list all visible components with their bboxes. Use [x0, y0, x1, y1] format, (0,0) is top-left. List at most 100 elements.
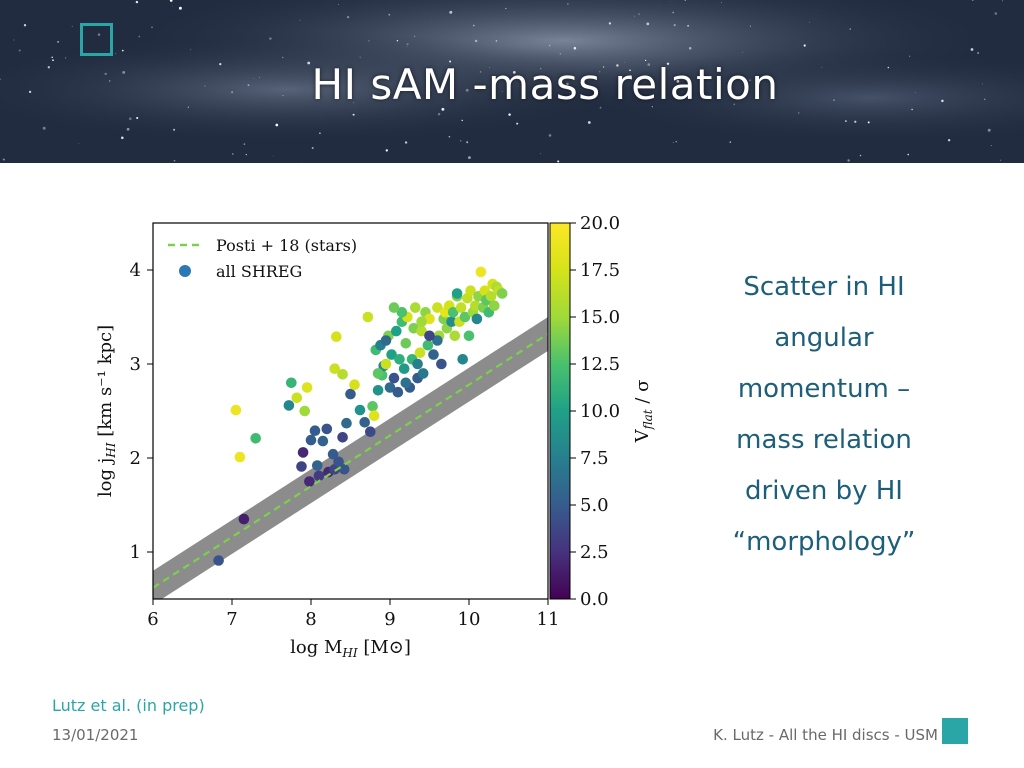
star: [247, 84, 250, 87]
star: [548, 44, 551, 47]
data-point: [321, 423, 333, 435]
star: [42, 126, 46, 130]
star: [729, 141, 732, 143]
data-point: [496, 288, 508, 299]
data-point: [392, 386, 404, 398]
star: [71, 25, 73, 27]
star: [368, 40, 370, 42]
data-point: [432, 335, 443, 346]
star: [23, 24, 27, 27]
colorbar-tick-label: 7.5: [580, 448, 609, 469]
star: [404, 141, 408, 144]
data-point: [299, 405, 310, 417]
star: [441, 107, 445, 111]
star: [646, 22, 650, 26]
star: [990, 145, 992, 147]
star: [557, 160, 560, 163]
data-point: [416, 325, 427, 337]
side-text: Scatter in HI angular momentum – mass re…: [690, 262, 958, 568]
legend-marker-swatch: [179, 265, 191, 277]
star: [1002, 0, 1003, 2]
star: [749, 79, 751, 81]
star: [972, 0, 974, 1]
star: [28, 90, 32, 94]
star: [608, 22, 612, 25]
data-point: [372, 385, 384, 396]
data-point: [412, 358, 423, 370]
star: [489, 67, 490, 68]
star: [909, 55, 911, 57]
star: [359, 56, 361, 58]
y-tick-label: 1: [130, 542, 141, 563]
star: [599, 106, 602, 109]
star: [474, 39, 478, 43]
star: [231, 91, 234, 94]
star: [219, 62, 222, 66]
star: [999, 159, 1002, 161]
star: [859, 154, 862, 157]
data-point: [291, 392, 303, 404]
star: [275, 123, 279, 127]
star: [259, 76, 261, 78]
star: [687, 24, 690, 27]
data-point: [400, 377, 412, 389]
star: [104, 72, 107, 76]
star: [599, 71, 601, 73]
star: [508, 113, 511, 116]
y-tick-label: 3: [130, 354, 141, 375]
star: [941, 99, 944, 103]
data-point: [250, 433, 261, 444]
data-point: [362, 311, 374, 323]
data-point: [331, 331, 342, 342]
data-point: [286, 377, 297, 389]
x-tick-label: 10: [458, 609, 481, 630]
data-point: [465, 285, 476, 296]
star: [472, 24, 475, 27]
star: [479, 71, 482, 73]
star: [676, 79, 680, 83]
data-point: [312, 460, 323, 471]
star: [867, 121, 870, 124]
star: [720, 1, 722, 3]
relation-scatter-band: [153, 317, 548, 599]
citation: Lutz et al. (in prep): [52, 696, 205, 715]
star: [688, 46, 692, 50]
star: [849, 28, 851, 30]
data-point: [309, 425, 321, 436]
star: [406, 43, 409, 46]
star: [122, 70, 126, 74]
star: [749, 25, 751, 27]
data-point: [463, 330, 475, 342]
data-point: [391, 325, 402, 337]
data-point: [341, 417, 352, 429]
side-text-line: momentum –: [737, 374, 911, 404]
star: [459, 139, 462, 142]
star: [187, 106, 189, 108]
data-point: [333, 456, 344, 468]
data-point: [338, 464, 350, 475]
data-point: [359, 417, 371, 428]
star: [540, 153, 542, 155]
star: [994, 12, 998, 15]
data-point: [327, 448, 339, 460]
star: [126, 127, 130, 131]
star: [413, 35, 416, 38]
data-point: [451, 288, 463, 299]
star: [573, 46, 577, 50]
star: [121, 136, 124, 140]
header-banner: HI sAM -mass relation: [0, 0, 1024, 163]
x-axis-ticks: 6 7 8 9 10 11: [147, 599, 559, 630]
x-tick-label: 9: [384, 609, 395, 630]
data-point: [394, 354, 405, 365]
star: [151, 26, 153, 28]
star: [495, 40, 498, 42]
star: [335, 82, 337, 84]
data-point: [396, 307, 408, 318]
star: [338, 4, 339, 5]
legend: Posti + 18 (stars) all SHREG: [168, 236, 357, 281]
star: [311, 146, 314, 150]
star: [301, 162, 302, 163]
star: [651, 106, 653, 108]
relation-band: [153, 317, 548, 599]
x-axis-label: log MHI [M⊙]: [290, 637, 411, 660]
